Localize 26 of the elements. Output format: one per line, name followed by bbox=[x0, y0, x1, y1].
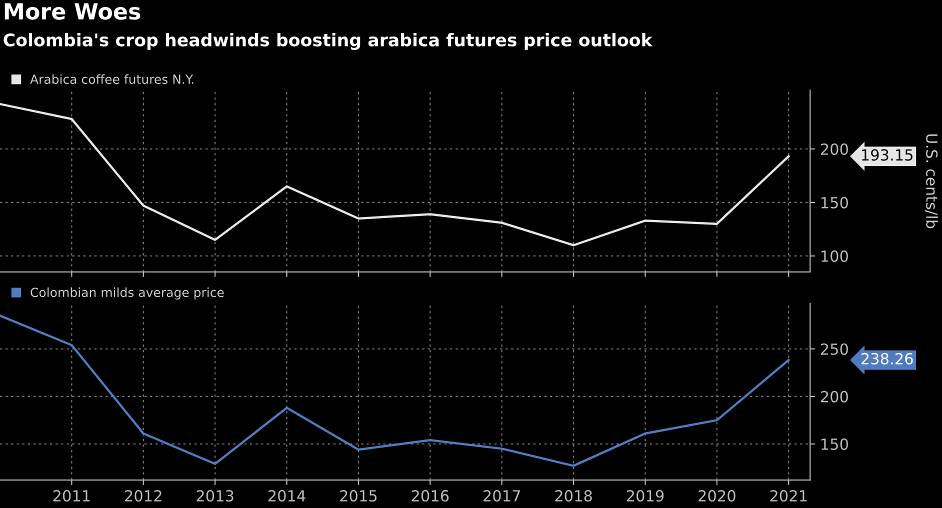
x-tick-label: 2020 bbox=[698, 490, 736, 502]
x-tick-label: 2014 bbox=[268, 490, 306, 502]
y-tick-label: 200 bbox=[820, 390, 848, 402]
x-tick-label: 2013 bbox=[196, 490, 234, 502]
x-tick-label: 2015 bbox=[340, 490, 377, 502]
x-tick-label: 2011 bbox=[53, 490, 90, 502]
legend-label: Arabica coffee futures N.Y. bbox=[30, 74, 194, 84]
text: 238.26 bbox=[861, 352, 913, 364]
x-tick-label: 2017 bbox=[484, 490, 520, 502]
line-series bbox=[0, 102, 790, 246]
y-tick-label: 100 bbox=[822, 250, 848, 262]
text: 193.15 bbox=[862, 149, 912, 161]
x-tick-label: 2021 bbox=[770, 490, 807, 502]
legend-label: Colombian milds average price bbox=[30, 287, 224, 300]
y-tick-label: 250 bbox=[820, 343, 848, 355]
x-tick-label: 2019 bbox=[626, 490, 664, 502]
x-tick-label: 2018 bbox=[555, 490, 592, 502]
x-tick-label: 2012 bbox=[125, 490, 162, 502]
chart-subtitle: Colombia's crop headwinds boosting arabica futures price outlook bbox=[4, 33, 653, 50]
y-tick-label: 150 bbox=[822, 438, 848, 450]
chart-title: More Woes bbox=[4, 3, 140, 20]
line-series bbox=[0, 314, 790, 467]
y-tick-label: 200 bbox=[820, 143, 848, 155]
y-axis-title: U.S. cents/lb bbox=[924, 134, 938, 228]
x-tick-label: 2016 bbox=[412, 490, 449, 502]
y-tick-label: 150 bbox=[822, 196, 848, 208]
